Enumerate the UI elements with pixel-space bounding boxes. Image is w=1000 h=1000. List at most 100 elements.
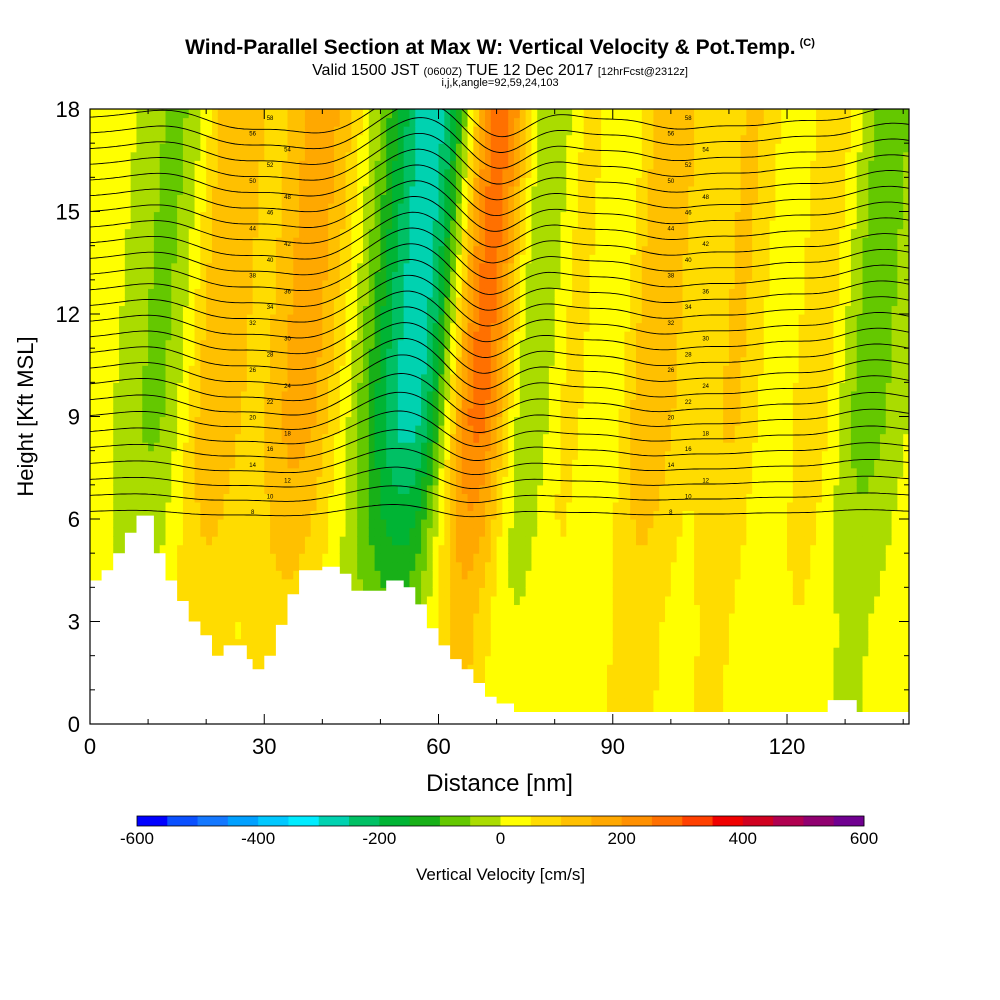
velocity-cell: [171, 519, 178, 529]
velocity-cell: [246, 484, 254, 494]
velocity-cell: [397, 220, 405, 230]
velocity-cell: [171, 433, 178, 443]
velocity-cell: [200, 553, 207, 563]
velocity-cell: [415, 425, 422, 435]
velocity-cell: [229, 296, 236, 307]
velocity-cell: [392, 348, 399, 358]
velocity-cell: [351, 570, 358, 580]
velocity-cell: [461, 211, 469, 221]
velocity-cell: [484, 160, 492, 170]
velocity-cell: [148, 510, 155, 520]
velocity-cell: [339, 476, 347, 486]
velocity-cell: [473, 288, 480, 298]
velocity-cell: [345, 433, 352, 443]
velocity-cell: [304, 143, 312, 153]
velocity-cell: [333, 348, 341, 358]
velocity-cell: [304, 245, 312, 255]
velocity-cell: [287, 228, 294, 238]
velocity-cell: [200, 279, 207, 289]
velocity-cell: [316, 399, 323, 409]
velocity-cell: [397, 185, 405, 196]
velocity-cell: [200, 331, 207, 341]
velocity-cell: [316, 288, 323, 298]
velocity-cell: [275, 254, 283, 264]
velocity-cell: [211, 561, 219, 571]
velocity-cell: [171, 373, 178, 383]
velocity-cell: [211, 339, 219, 349]
velocity-cell: [380, 544, 387, 554]
velocity-cell: [293, 160, 300, 170]
velocity-cell: [90, 185, 97, 196]
velocity-cell: [153, 322, 161, 332]
velocity-cell: [246, 578, 254, 588]
velocity-cell: [200, 271, 207, 281]
velocity-cell: [357, 407, 364, 418]
velocity-cell: [113, 254, 120, 264]
velocity-cell: [316, 168, 323, 178]
velocity-cell: [397, 254, 405, 264]
velocity-cell: [484, 331, 492, 341]
velocity-cell: [182, 211, 190, 221]
velocity-cell: [479, 501, 486, 512]
velocity-cell: [438, 638, 445, 648]
velocity-cell: [374, 314, 382, 324]
velocity-cell: [177, 134, 184, 144]
velocity-cell: [386, 168, 393, 178]
velocity-cell: [386, 194, 393, 204]
velocity-cell: [467, 117, 474, 127]
velocity-cell: [455, 433, 463, 443]
velocity-cell: [339, 510, 347, 520]
velocity-cell: [484, 416, 492, 426]
velocity-cell: [299, 493, 306, 503]
velocity-cell: [403, 331, 411, 341]
velocity-cell: [438, 143, 445, 153]
velocity-cell: [119, 228, 126, 238]
velocity-cell: [450, 647, 457, 657]
velocity-cell: [421, 501, 428, 512]
velocity-cell: [101, 160, 109, 170]
velocity-cell: [397, 314, 405, 324]
velocity-cell: [357, 305, 364, 315]
velocity-cell: [473, 553, 480, 563]
velocity-cell: [397, 322, 405, 332]
velocity-cell: [380, 553, 387, 563]
velocity-cell: [101, 109, 109, 119]
velocity-cell: [455, 314, 463, 324]
velocity-cell: [345, 382, 352, 392]
velocity-cell: [171, 561, 178, 571]
velocity-cell: [403, 262, 411, 272]
velocity-cell: [438, 621, 445, 631]
velocity-cell: [159, 151, 167, 161]
velocity-cell: [107, 262, 114, 272]
velocity-cell: [310, 237, 318, 247]
velocity-cell: [333, 493, 341, 503]
velocity-cell: [357, 245, 364, 255]
velocity-cell: [328, 271, 335, 281]
velocity-cell: [217, 348, 225, 358]
velocity-cell: [426, 450, 434, 460]
velocity-cell: [397, 143, 405, 153]
velocity-cell: [177, 262, 184, 272]
velocity-cell: [380, 177, 387, 187]
velocity-cell: [200, 168, 207, 178]
velocity-cell: [124, 467, 132, 477]
velocity-cell: [235, 476, 242, 486]
velocity-cell: [473, 621, 480, 631]
velocity-cell: [235, 109, 242, 119]
velocity-cell: [200, 433, 207, 443]
velocity-cell: [421, 143, 428, 153]
velocity-cell: [252, 425, 260, 435]
velocity-cell: [194, 595, 201, 606]
velocity-cell: [252, 536, 260, 546]
velocity-cell: [484, 501, 492, 512]
velocity-cell: [316, 262, 323, 272]
velocity-cell: [107, 536, 114, 546]
velocity-cell: [130, 416, 138, 426]
velocity-cell: [107, 151, 114, 161]
velocity-cell: [194, 399, 201, 409]
velocity-cell: [223, 416, 231, 426]
velocity-cell: [304, 407, 312, 418]
velocity-cell: [351, 245, 358, 255]
velocity-cell: [165, 407, 172, 418]
velocity-cell: [461, 493, 469, 503]
